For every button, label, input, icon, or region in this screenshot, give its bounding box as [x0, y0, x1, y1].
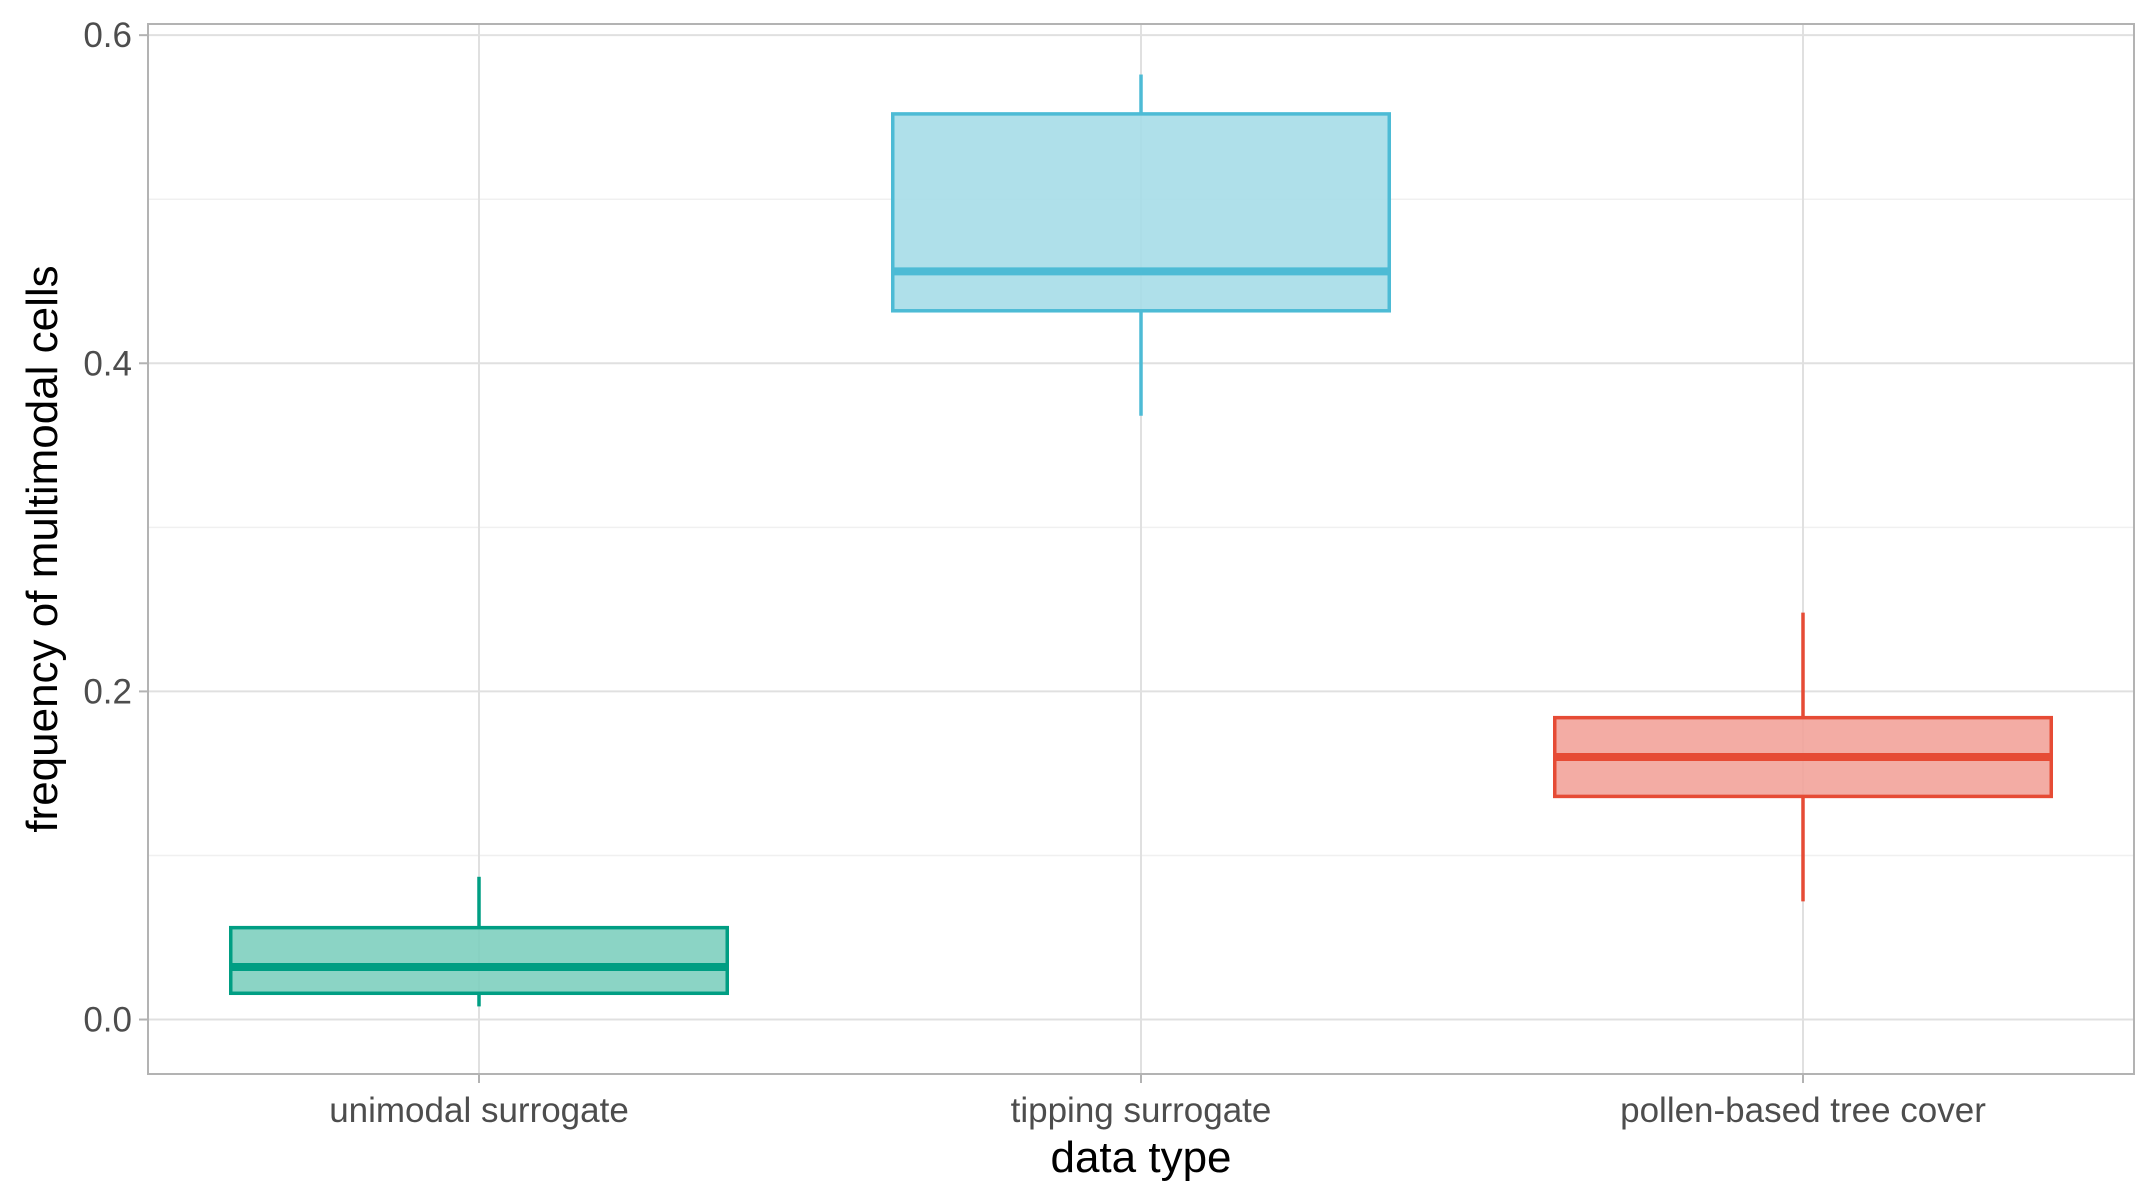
- x-tick-label: tipping surrogate: [1011, 1091, 1272, 1130]
- box-body: [891, 112, 1391, 313]
- x-axis-title: data type: [1050, 1133, 1231, 1182]
- y-tick-label: 0.6: [83, 16, 132, 55]
- box-2: [891, 74, 1391, 416]
- y-tick-label: 0.4: [83, 344, 132, 383]
- box-1: [229, 876, 729, 1007]
- y-axis-title: frequency of multimodal cells: [18, 265, 67, 832]
- tick-labels: 0.0 0.2 0.4 0.6 unimodal surrogate tipping su…: [83, 16, 1986, 1130]
- boxes: [229, 74, 2053, 1007]
- x-tick-label: pollen-based tree cover: [1620, 1091, 1986, 1130]
- y-tick-label: 0.0: [83, 1001, 132, 1040]
- x-tick-label: unimodal surrogate: [329, 1091, 629, 1130]
- tick-marks: [139, 34, 1804, 1083]
- box-body: [229, 925, 729, 996]
- box-3: [1553, 612, 2053, 902]
- y-tick-label: 0.2: [83, 672, 132, 711]
